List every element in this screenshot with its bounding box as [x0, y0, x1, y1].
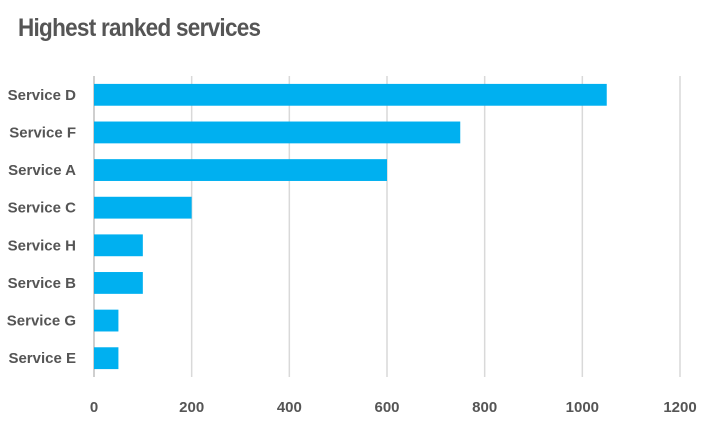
x-tick-label: 400: [277, 399, 302, 416]
bars: [94, 83, 607, 370]
bar-service-d: [94, 83, 607, 106]
x-tick-label: 1200: [663, 399, 696, 416]
x-tick-label: 800: [472, 399, 497, 416]
category-label: Service C: [8, 200, 77, 217]
bar-service-g: [94, 309, 119, 332]
bar-service-h: [94, 234, 143, 257]
category-label: Service D: [8, 87, 77, 104]
x-axis-tick-labels: 0 200 400 600 800 1000 1200: [90, 399, 697, 416]
bar-service-e: [94, 347, 119, 370]
category-labels: Service D Service F Service A Service C Serv…: [7, 87, 76, 367]
x-tick-label: 600: [374, 399, 399, 416]
x-tick-label: 200: [179, 399, 204, 416]
x-tick-label: 0: [90, 399, 98, 416]
category-label: Service A: [8, 162, 76, 179]
bar-service-a: [94, 159, 387, 181]
chart-title: Highest ranked services: [18, 14, 261, 42]
category-label: Service B: [8, 275, 77, 292]
bar-service-c: [94, 196, 192, 219]
gridlines: [93, 76, 681, 377]
bar-service-b: [94, 272, 143, 294]
bar-service-f: [94, 121, 461, 144]
category-label: Service F: [9, 124, 76, 141]
x-tick-label: 1000: [566, 399, 599, 416]
category-label: Service G: [7, 313, 76, 330]
category-label: Service H: [8, 237, 76, 254]
category-label: Service E: [8, 350, 76, 367]
